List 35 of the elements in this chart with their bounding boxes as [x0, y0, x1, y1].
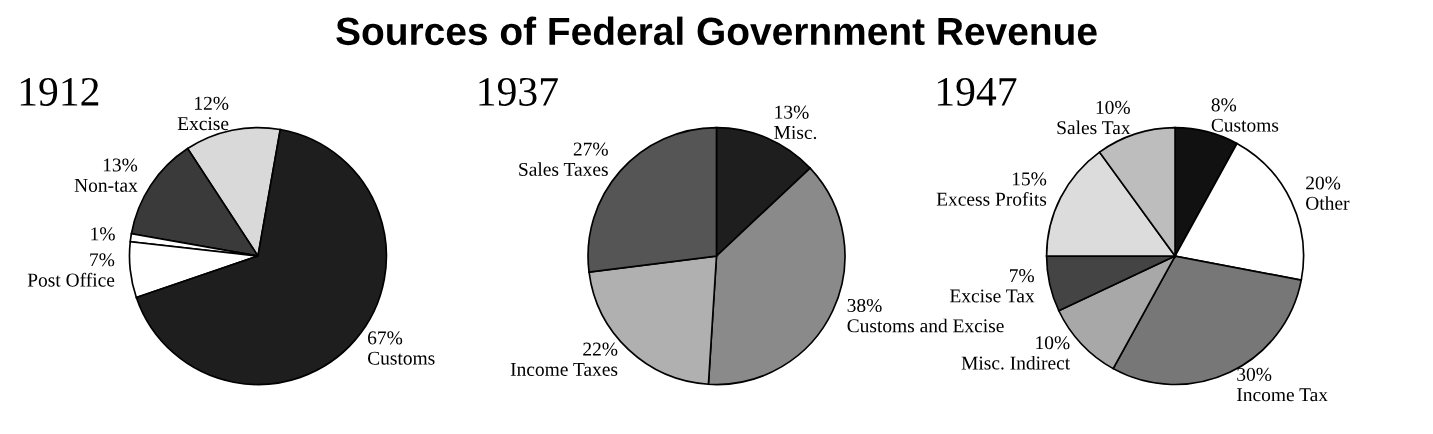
data-label: 15%	[1012, 172, 1047, 186]
data-label: 13%	[103, 158, 138, 172]
data-label: 27%	[573, 142, 608, 156]
data-label: 12%	[195, 96, 229, 110]
slice-label: Customs	[1211, 118, 1279, 132]
data-label: 38%	[847, 298, 882, 313]
slice-label: Income Tax	[1237, 388, 1328, 402]
slice-label: Other	[1306, 196, 1350, 210]
slice-label: Excise	[177, 117, 229, 131]
data-label: 7%	[1010, 269, 1034, 283]
text: Sources of Federal Government Revenue	[336, 16, 1097, 46]
slice-label: Sales Tax	[1057, 120, 1131, 135]
data-label: 22%	[583, 342, 618, 356]
slice-label: Excess Profits	[936, 191, 1047, 206]
data-label: 10%	[1036, 336, 1070, 350]
data-label: 8%	[1211, 98, 1237, 112]
slice-label: Income Taxes	[510, 363, 618, 376]
data-label: 30%	[1237, 367, 1272, 382]
slice-label: Non-tax	[74, 178, 138, 192]
slice-label: Customs	[367, 351, 435, 365]
chart-title: 1947	[937, 77, 1017, 106]
slice-label: Misc. Indirect	[961, 355, 1071, 370]
data-label: 10%	[1096, 100, 1130, 114]
slice-label: Excise Tax	[949, 289, 1035, 303]
chart-title: 1937	[479, 77, 558, 106]
data-label: 1%	[91, 227, 115, 241]
data-label: 7%	[90, 253, 115, 267]
data-label: 20%	[1306, 176, 1341, 190]
chart-title: 1912	[20, 77, 99, 106]
data-label: 13%	[775, 105, 809, 119]
data-label: 67%	[368, 331, 403, 345]
slice-label: Customs and Excise	[847, 318, 1004, 333]
slice-label: Post Office	[27, 272, 115, 287]
slice-label: Misc.	[774, 125, 817, 140]
slice-label: Sales Taxes	[519, 162, 608, 176]
